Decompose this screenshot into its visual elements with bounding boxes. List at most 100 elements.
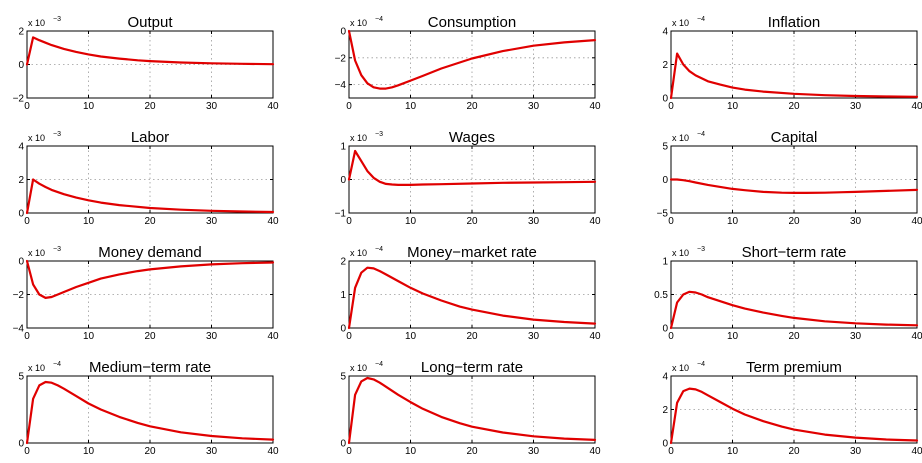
- x-tick-label: 10: [727, 216, 739, 227]
- panel-title: Labor: [131, 129, 169, 146]
- panel-title: Inflation: [768, 14, 821, 31]
- x-tick-label: 40: [911, 216, 922, 227]
- x-tick-label: 0: [346, 216, 352, 227]
- x-tick-label: 0: [346, 446, 352, 457]
- x-tick-label: 30: [850, 331, 862, 342]
- y-tick-label: −1: [335, 209, 347, 220]
- y-tick-label: −5: [657, 209, 669, 220]
- response-line: [669, 178, 919, 194]
- scale-multiplier: x 10: [672, 248, 689, 258]
- response-line: [25, 380, 275, 445]
- scale-exponent: −3: [53, 16, 61, 23]
- response-line: [347, 149, 597, 186]
- x-tick-label: 10: [83, 446, 95, 457]
- x-tick-label: 20: [466, 331, 478, 342]
- x-tick-label: 20: [144, 216, 156, 227]
- x-tick-label: 30: [206, 216, 218, 227]
- panel-6: 0 10 20 30 40 −4 −2 0 x 10 −3 Money demand: [13, 244, 279, 342]
- y-tick-label: 0: [18, 257, 24, 268]
- x-tick-label: 0: [346, 101, 352, 112]
- panel-title: Capital: [771, 129, 818, 146]
- response-line: [347, 266, 597, 330]
- x-tick-label: 30: [850, 446, 862, 457]
- x-tick-label: 40: [267, 216, 279, 227]
- response-line: [669, 290, 919, 330]
- y-tick-label: 4: [662, 372, 668, 383]
- x-tick-label: 10: [405, 101, 417, 112]
- y-tick-label: 0: [18, 439, 24, 450]
- y-tick-label: 0: [340, 324, 346, 335]
- scale-multiplier: x 10: [28, 248, 45, 258]
- x-tick-label: 20: [788, 216, 800, 227]
- panel-11: 0 10 20 30 40 0 2 4 x 10 −4 Term premium: [662, 359, 922, 457]
- y-tick-label: 5: [662, 142, 668, 153]
- x-tick-label: 40: [589, 331, 601, 342]
- y-tick-label: 0: [340, 175, 346, 186]
- panel-2: 0 10 20 30 40 0 2 4 x 10 −4 Inflation: [662, 14, 922, 112]
- y-tick-label: 2: [18, 27, 24, 38]
- y-tick-label: 2: [662, 405, 668, 416]
- panel-3: 0 10 20 30 40 0 2 4 x 10 −3 Labor: [18, 129, 279, 227]
- plot-frame: [26, 375, 274, 444]
- y-tick-label: 1: [662, 257, 668, 268]
- y-tick-label: 5: [340, 372, 346, 383]
- scale-exponent: −4: [375, 16, 383, 23]
- x-tick-label: 0: [668, 446, 674, 457]
- panel-title: Medium−term rate: [89, 359, 211, 376]
- panel-title: Consumption: [428, 14, 516, 31]
- x-tick-label: 10: [83, 216, 95, 227]
- x-tick-label: 30: [206, 446, 218, 457]
- response-line: [669, 52, 919, 100]
- x-tick-label: 20: [466, 101, 478, 112]
- x-tick-label: 40: [589, 216, 601, 227]
- x-tick-label: 30: [528, 446, 540, 457]
- y-tick-label: 2: [18, 175, 24, 186]
- x-tick-label: 0: [668, 101, 674, 112]
- y-tick-label: 0: [662, 175, 668, 186]
- x-tick-label: 10: [405, 331, 417, 342]
- scale-multiplier: x 10: [672, 18, 689, 28]
- x-tick-label: 20: [144, 101, 156, 112]
- x-tick-label: 0: [346, 331, 352, 342]
- y-tick-label: 0.5: [654, 290, 668, 301]
- x-tick-label: 20: [788, 331, 800, 342]
- panel-7: 0 10 20 30 40 0 1 2 x 10 −4 Money−market rate: [340, 244, 601, 342]
- scale-exponent: −3: [697, 246, 705, 253]
- scale-multiplier: x 10: [28, 133, 45, 143]
- x-tick-label: 0: [668, 331, 674, 342]
- y-tick-label: 0: [18, 209, 24, 220]
- x-tick-label: 10: [83, 331, 95, 342]
- response-line: [25, 36, 275, 66]
- response-line: [347, 29, 597, 90]
- x-tick-label: 30: [206, 101, 218, 112]
- y-tick-label: 4: [18, 142, 24, 153]
- scale-exponent: −4: [375, 361, 383, 368]
- x-tick-label: 20: [466, 216, 478, 227]
- panel-title: Wages: [449, 129, 495, 146]
- x-tick-label: 10: [727, 446, 739, 457]
- x-tick-label: 40: [267, 331, 279, 342]
- panel-title: Money−market rate: [407, 244, 537, 261]
- scale-multiplier: x 10: [672, 133, 689, 143]
- x-tick-label: 10: [727, 331, 739, 342]
- y-tick-label: 0: [340, 439, 346, 450]
- x-tick-label: 40: [267, 101, 279, 112]
- x-tick-label: 0: [24, 446, 30, 457]
- y-tick-label: −2: [335, 53, 347, 64]
- x-tick-label: 10: [727, 101, 739, 112]
- x-tick-label: 30: [528, 101, 540, 112]
- y-tick-label: −4: [335, 80, 347, 91]
- x-tick-label: 20: [788, 101, 800, 112]
- scale-multiplier: x 10: [28, 18, 45, 28]
- x-tick-label: 0: [24, 216, 30, 227]
- scale-exponent: −4: [375, 246, 383, 253]
- scale-multiplier: x 10: [28, 363, 45, 373]
- x-tick-label: 40: [589, 446, 601, 457]
- y-tick-label: 4: [662, 27, 668, 38]
- y-tick-label: 1: [340, 290, 346, 301]
- x-tick-label: 30: [850, 216, 862, 227]
- x-tick-label: 40: [911, 446, 922, 457]
